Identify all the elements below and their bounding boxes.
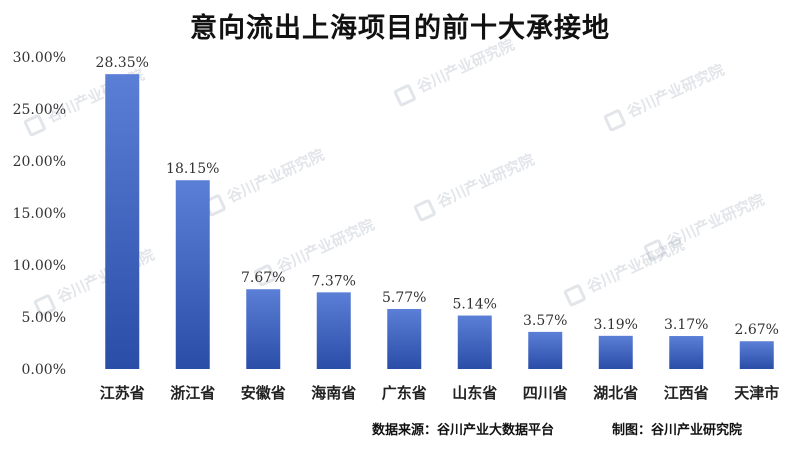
y-tick-label: 10.00%: [13, 258, 66, 274]
data-label: 5.14%: [453, 297, 497, 313]
data-label: 2.67%: [735, 322, 779, 338]
x-tick-label: 安徽省: [241, 384, 286, 402]
x-tick-label: 海南省: [311, 384, 356, 402]
y-tick-label: 5.00%: [22, 310, 66, 326]
x-tick-label: 天津市: [734, 384, 779, 402]
bar: [246, 289, 281, 369]
bar: [175, 180, 210, 369]
data-source: 数据来源：谷川产业大数据平台: [372, 423, 555, 438]
bar: [316, 292, 351, 369]
bar: [105, 74, 140, 369]
y-tick-label: 30.00%: [13, 50, 66, 66]
x-tick-label: 湖北省: [593, 384, 638, 402]
x-tick-label: 江苏省: [100, 384, 145, 402]
x-tick-label: 浙江省: [170, 384, 215, 402]
data-labels-group: 28.35% 18.15% 7.67% 7.37% 5.77% 5.14% 3.57% 3.1…: [96, 55, 779, 338]
x-axis: 江苏省 浙江省 安徽省 海南省 广东省 山东省 四川省 湖北省 江西省 天津市: [100, 384, 780, 402]
data-label: 7.37%: [312, 273, 356, 289]
chart-title: 意向流出上海项目的前十大承接地: [190, 13, 610, 44]
x-tick-label: 广东省: [382, 384, 427, 402]
bars-group: [105, 74, 774, 369]
data-label: 28.35%: [96, 55, 149, 71]
y-tick-label: 20.00%: [13, 154, 66, 170]
y-tick-label: 15.00%: [13, 206, 66, 222]
bar: [598, 335, 633, 369]
data-label: 3.17%: [664, 317, 708, 333]
data-label: 7.67%: [241, 270, 285, 286]
bar: [387, 308, 422, 369]
data-label: 3.57%: [523, 313, 567, 329]
y-tick-label: 25.00%: [13, 102, 66, 118]
x-tick-label: 江西省: [664, 384, 709, 402]
data-label: 5.77%: [382, 290, 426, 306]
chart-credit: 制图：谷川产业研究院: [612, 423, 743, 438]
x-tick-label: 四川省: [523, 384, 568, 402]
bar: [669, 336, 704, 369]
bar: [739, 341, 774, 369]
x-tick-label: 山东省: [452, 384, 497, 402]
y-axis: 0.00% 5.00% 10.00% 15.00% 20.00% 25.00% 30.00%: [13, 50, 66, 378]
bar: [457, 315, 492, 369]
data-label: 3.19%: [594, 317, 638, 333]
bar: [528, 331, 563, 369]
data-label: 18.15%: [166, 161, 219, 177]
y-tick-label: 0.00%: [22, 362, 66, 378]
